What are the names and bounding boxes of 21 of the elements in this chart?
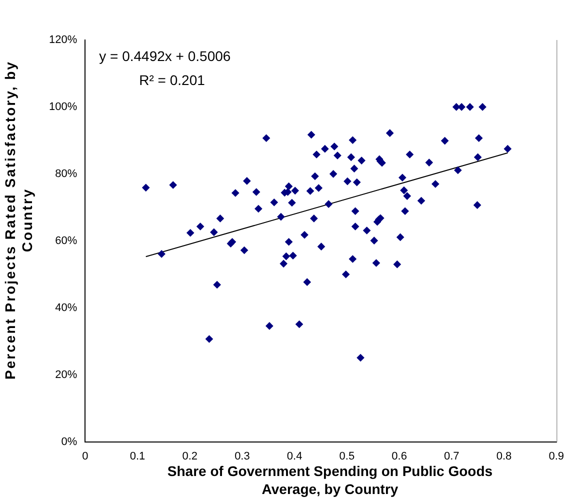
y-tick-label: 60%	[55, 234, 78, 247]
y-tick-label: 20%	[55, 368, 78, 381]
x-tick-label: 0.3	[234, 450, 250, 462]
annotation: y = 0.4492x + 0.5006	[99, 48, 231, 64]
y-tick-label: 100%	[48, 101, 78, 113]
x-tick-label: 0.4	[286, 450, 302, 462]
x-tick-label: 0.2	[182, 450, 198, 462]
x-tick-label: 0.6	[392, 450, 407, 462]
x-axis-title: Share of Government Spending on Public Goods Average, by Country	[166, 462, 494, 498]
annotation: R² = 0.201	[139, 72, 206, 88]
x-tick-label: 0.7	[444, 450, 460, 462]
y-tick-label: 120%	[48, 34, 78, 46]
y-tick-label: 80%	[55, 168, 78, 180]
x-tick-label: 0	[82, 450, 88, 462]
x-tick-label: 0.1	[130, 450, 146, 462]
x-tick-label: 0.9	[548, 450, 564, 462]
y-tick-label: 0%	[61, 436, 78, 448]
y-tick-label: 40%	[55, 302, 78, 314]
x-tick-label: 0.8	[496, 450, 512, 462]
x-tick-label: 0.5	[339, 450, 355, 462]
y-axis-title: Percent Projects Rated Satisfactory, by Country	[2, 60, 36, 382]
